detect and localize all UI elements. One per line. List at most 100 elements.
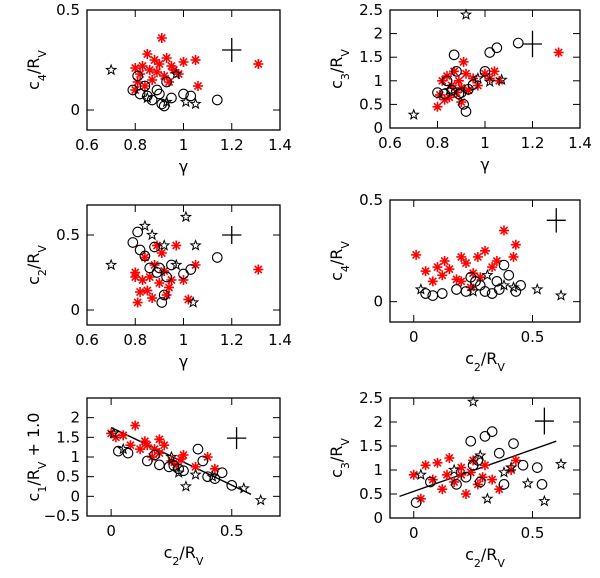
open-star-point — [497, 465, 511, 478]
open-circle-point — [536, 479, 548, 490]
label-subscript: 3 — [339, 73, 352, 80]
y-axis-label: c1/RV + 1.0 — [24, 413, 49, 502]
open-circle-point — [211, 94, 223, 106]
x-tick-label: 0 — [106, 522, 116, 540]
x-axis-label-text: c2/RV — [465, 545, 505, 570]
y-tick-label: 1.5 — [359, 48, 383, 66]
open-star-point — [206, 470, 219, 482]
y-axis-label-text: c2/RV — [24, 245, 49, 285]
x-tick-label: 0.8 — [426, 134, 450, 152]
red-asterisk-point — [432, 262, 443, 273]
label-part: /R — [481, 545, 498, 564]
open-circle-point — [139, 80, 151, 92]
series-open-circle — [127, 226, 223, 308]
red-asterisk-point — [487, 474, 498, 485]
open-star-point — [448, 463, 461, 476]
label-subscript: 1 — [36, 486, 49, 493]
x-tick-label: 1 — [179, 136, 189, 154]
y-tick-label: 0 — [373, 293, 383, 311]
open-star-point — [505, 461, 518, 473]
red-asterisk-point — [154, 278, 165, 288]
red-asterisk-point — [472, 479, 483, 490]
red-asterisk-point — [147, 293, 158, 303]
y-axis-label-text: c3/RV — [327, 438, 352, 478]
error-cross — [546, 208, 566, 233]
open-star-point — [481, 268, 494, 281]
label-subscript: 2 — [474, 361, 481, 374]
x-axis-label: c2/RV — [164, 543, 204, 568]
red-asterisk-point — [147, 75, 158, 85]
open-star-point — [179, 480, 193, 492]
red-asterisk-point — [132, 297, 143, 308]
open-circle-point — [178, 465, 189, 477]
open-circle-point — [134, 244, 146, 256]
y-tick-label: 0.5 — [56, 226, 80, 244]
open-circle-point — [479, 66, 491, 77]
red-asterisk-point — [510, 455, 521, 466]
x-axis-label-text: γ — [179, 352, 188, 371]
red-asterisk-point — [456, 276, 467, 287]
red-asterisk-point — [202, 452, 213, 462]
red-asterisk-point — [139, 81, 150, 91]
label-part: /R — [481, 349, 498, 368]
red-asterisk-point — [154, 59, 165, 69]
open-star-point — [189, 239, 202, 251]
panel-3: 0.6 0.8 1 1.2 1.4 0 0.5 γ c2/RV — [24, 204, 292, 371]
x-tick-label: 1.2 — [521, 134, 545, 152]
label-part: c — [24, 493, 43, 502]
red-asterisk-point — [442, 469, 452, 480]
label-part: + 1.0 — [24, 413, 43, 462]
red-asterisk-point — [408, 469, 419, 480]
open-circle-point — [161, 76, 172, 88]
red-asterisk-point — [253, 59, 264, 69]
y-tick-label: 2 — [70, 409, 80, 427]
x-tick-label: 0.5 — [220, 522, 244, 540]
red-asterisk-point — [499, 225, 509, 236]
open-circle-point — [122, 447, 134, 459]
open-circle-point — [154, 262, 165, 274]
label-part: c — [465, 545, 474, 564]
open-star-point — [497, 278, 511, 291]
open-star-point — [146, 228, 159, 241]
open-circle-point — [178, 88, 189, 100]
open-star-point — [538, 494, 551, 507]
y-tick-label: 1 — [373, 72, 383, 90]
x-tick-label: 0 — [409, 328, 419, 346]
open-star-point — [554, 289, 568, 301]
red-asterisk-point — [427, 276, 438, 287]
red-asterisk-point — [480, 245, 490, 256]
red-asterisk-point — [437, 484, 448, 495]
red-asterisk-point — [508, 251, 519, 262]
series-open-star — [414, 395, 568, 507]
label-part: /R — [327, 446, 346, 463]
red-asterisk-point — [461, 68, 471, 79]
series-open-star — [414, 268, 568, 301]
open-star-point — [187, 296, 200, 308]
x-axis-label-text: γ — [179, 157, 188, 176]
y-tick-label: 1.5 — [56, 428, 80, 446]
red-asterisk-point — [427, 474, 438, 485]
open-star-point — [467, 285, 480, 297]
label-part: /R — [327, 57, 346, 74]
open-circle-point — [134, 88, 146, 100]
red-asterisk-point — [144, 272, 155, 282]
label-part: c — [164, 543, 173, 562]
red-asterisk-point — [484, 73, 495, 84]
open-star-point — [105, 258, 118, 271]
series-red-asterisk — [411, 225, 521, 293]
red-asterisk-point — [439, 256, 450, 266]
open-circle-point — [453, 88, 465, 100]
x-tick-label: 1.2 — [220, 136, 244, 154]
open-circle-point — [154, 88, 165, 100]
label-part: /R — [24, 58, 43, 75]
open-circle-point — [166, 259, 177, 271]
open-star-point — [414, 283, 427, 295]
open-circle-point — [517, 459, 529, 471]
x-tick-label: 0.8 — [123, 331, 147, 349]
series-red-asterisk — [130, 240, 264, 308]
y-axis-label-text: c4/RV — [24, 50, 49, 90]
y-tick-label: 0.5 — [359, 95, 383, 113]
y-axis-label: c4/RV — [24, 50, 49, 90]
y-tick-label: 0.5 — [359, 485, 383, 503]
